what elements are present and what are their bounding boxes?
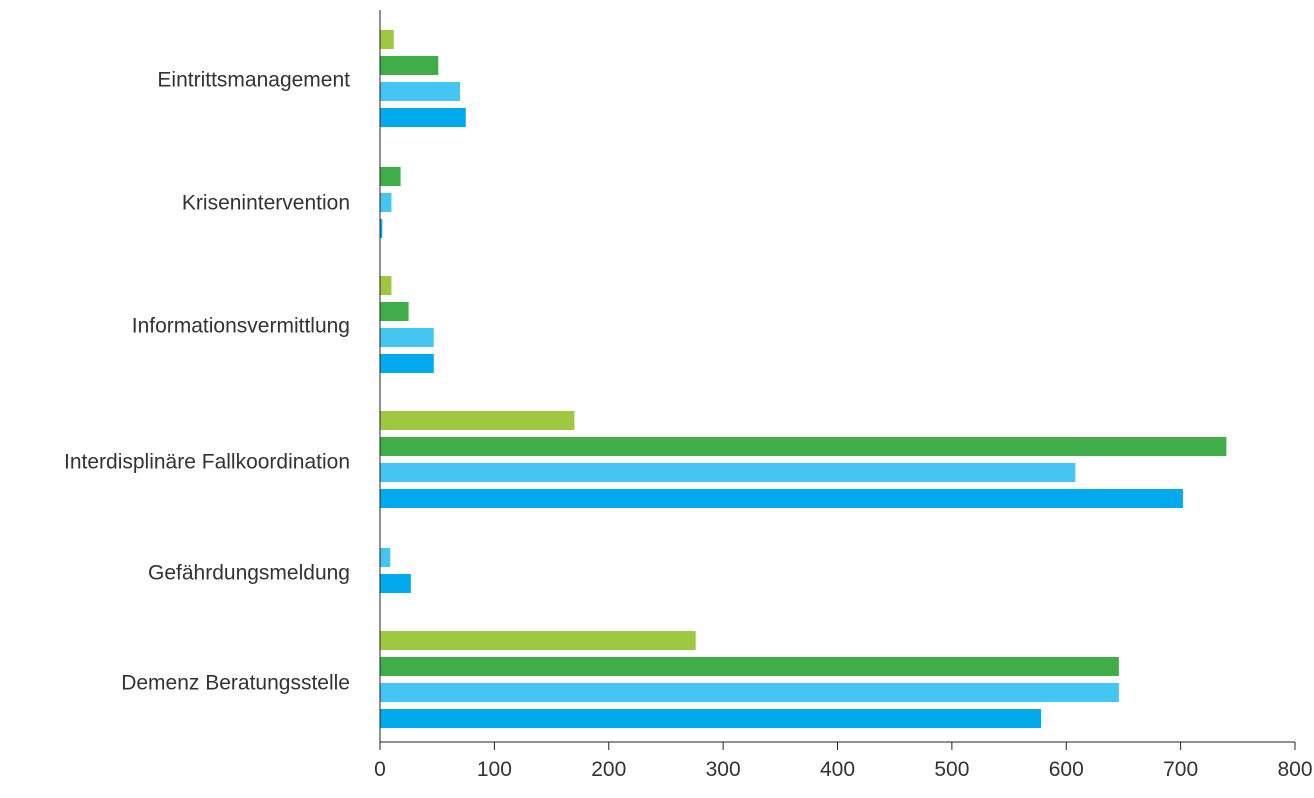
x-tick-label: 700 bbox=[1163, 758, 1198, 781]
category-label: Interdisplinäre Fallkoordination bbox=[64, 451, 350, 474]
bar-series-4 bbox=[380, 354, 434, 373]
category-label: Gefährdungsmeldung bbox=[148, 562, 350, 585]
bar-series-2 bbox=[380, 302, 409, 321]
x-tick-label: 200 bbox=[591, 758, 626, 781]
x-tick-label: 0 bbox=[374, 758, 386, 781]
bar-series-4 bbox=[380, 574, 411, 593]
bar-series-2 bbox=[380, 167, 401, 186]
bar-series-3 bbox=[380, 328, 434, 347]
x-axis: 0 100 200 300 400 500 600 700 800 bbox=[374, 741, 1313, 781]
bar-series-2 bbox=[380, 657, 1119, 676]
bar-series-2 bbox=[380, 56, 439, 75]
bar-series-3 bbox=[380, 683, 1119, 702]
bar-series-4 bbox=[380, 219, 383, 238]
bar-series-3 bbox=[380, 193, 392, 212]
bar-series-1 bbox=[380, 276, 392, 295]
bar-series-3 bbox=[380, 463, 1076, 482]
category-labels: Eintrittsmanagement Krisenintervention Inf… bbox=[64, 69, 350, 695]
bar-series-1 bbox=[380, 30, 394, 49]
bar-series-4 bbox=[380, 709, 1042, 728]
bar-series-1 bbox=[380, 631, 696, 650]
category-label: Demenz Beratungsstelle bbox=[121, 672, 350, 695]
bar-series-4 bbox=[380, 489, 1183, 508]
bar-series-1 bbox=[380, 411, 575, 430]
x-tick-label: 400 bbox=[820, 758, 855, 781]
bar-series-2 bbox=[380, 437, 1227, 456]
bar-series-3 bbox=[380, 548, 391, 567]
x-tick-label: 300 bbox=[706, 758, 741, 781]
x-tick-label: 100 bbox=[477, 758, 512, 781]
bar-series-3 bbox=[380, 82, 461, 101]
bar-series-4 bbox=[380, 108, 466, 127]
bars-group bbox=[380, 30, 1227, 728]
x-tick-label: 500 bbox=[934, 758, 969, 781]
x-tick-label: 800 bbox=[1277, 758, 1312, 781]
x-tick-label: 600 bbox=[1049, 758, 1084, 781]
category-label: Informationsvermittlung bbox=[132, 315, 350, 338]
category-label: Eintrittsmanagement bbox=[157, 69, 350, 92]
category-label: Krisenintervention bbox=[182, 192, 350, 215]
